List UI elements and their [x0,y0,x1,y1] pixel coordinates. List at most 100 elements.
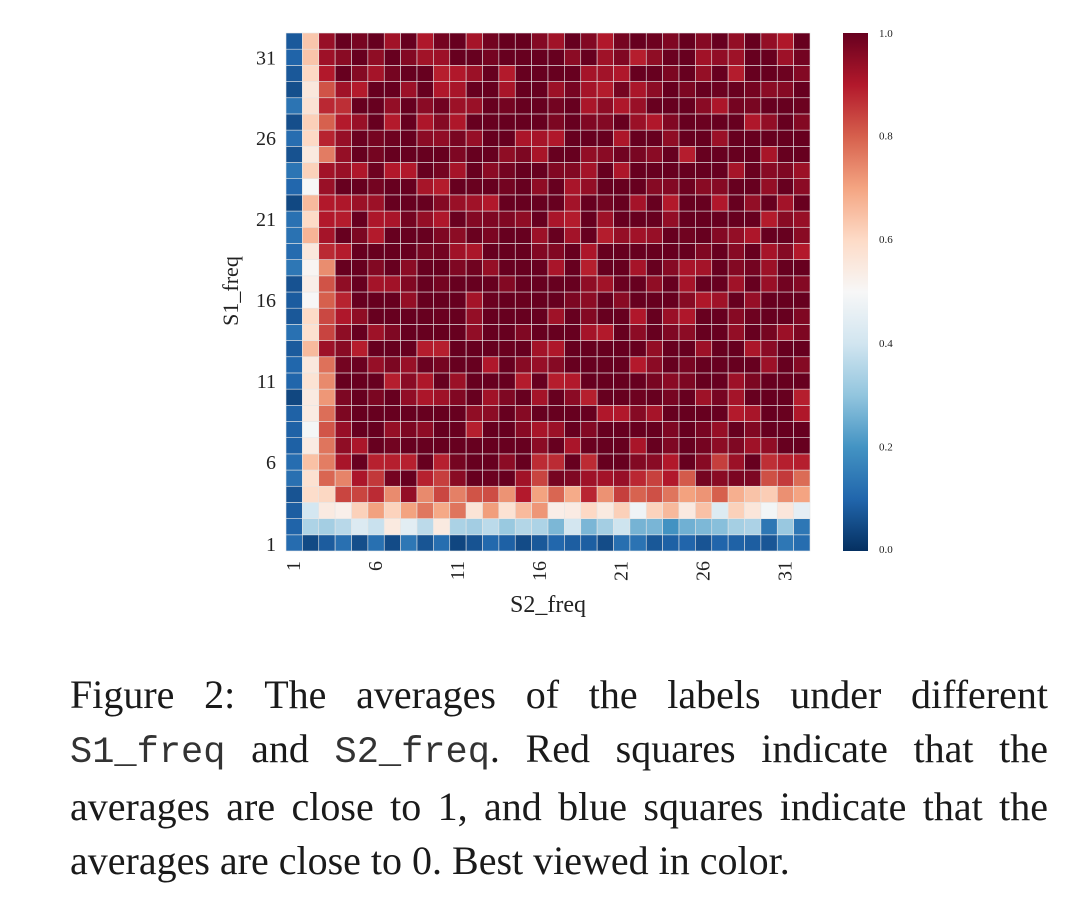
caption-code-s2: S2_freq [334,732,490,774]
heatmap-cell [318,340,336,358]
heatmap-cell [564,421,582,438]
heatmap-cell [613,307,631,325]
heatmap-cell [744,291,762,309]
heatmap-cell [285,291,303,309]
heatmap-cell [613,65,631,82]
heatmap-cell [793,453,811,471]
heatmap-cell [776,178,794,196]
heatmap-cell [334,356,352,374]
heatmap-cell [662,340,680,358]
heatmap-cell [760,291,778,309]
heatmap-cell [302,437,320,455]
heatmap-cell [367,32,385,50]
heatmap-cell [711,291,729,309]
heatmap-cell [302,113,320,131]
heatmap-cell [776,437,794,455]
heatmap-cell [400,129,418,147]
heatmap-cell [514,421,532,438]
caption-prefix: Figure 2: The averages of the labels und… [70,672,1048,717]
x-tick-label: 11 [447,561,469,580]
heatmap-cell [351,113,369,131]
heatmap-cell [318,453,336,471]
heatmap-cell [760,243,778,260]
heatmap-cell [596,210,614,228]
heatmap-cell [318,405,336,422]
heatmap-cell [678,485,696,503]
heatmap-cell [645,291,663,309]
heatmap-cell [449,340,467,358]
heatmap-cell [351,421,369,438]
heatmap-cell [662,502,680,519]
heatmap-cell [383,162,401,179]
heatmap-cell [695,340,713,358]
heatmap-cell [776,129,794,147]
heatmap-cell [416,97,434,115]
heatmap-cell [645,372,663,390]
heatmap-cell [580,372,598,390]
heatmap-cell [760,324,778,341]
heatmap-cell [302,469,320,487]
heatmap-cell [793,388,811,406]
heatmap-cell [449,421,467,438]
heatmap-cell [629,194,647,212]
heatmap-cell [302,162,320,179]
heatmap-cell [334,97,352,115]
heatmap-cell [711,437,729,455]
heatmap-cell [449,275,467,293]
heatmap-cell [383,243,401,260]
heatmap-cell [285,259,303,277]
heatmap-cell [351,146,369,163]
heatmap-cell [285,307,303,325]
heatmap-cell [383,65,401,82]
heatmap-cell [547,324,565,341]
heatmap-cell [695,65,713,82]
heatmap-cell [465,32,483,50]
heatmap-cell [793,48,811,66]
heatmap-cell [613,32,631,50]
heatmap-cell [351,405,369,422]
heatmap-cell [416,48,434,66]
heatmap-cell [482,453,500,471]
heatmap-cell [531,307,549,325]
heatmap-cell [400,194,418,212]
heatmap-cell [547,146,565,163]
heatmap-cell [662,65,680,82]
heatmap-cell [465,146,483,163]
heatmap-cell [547,129,565,147]
heatmap-cell [564,518,582,536]
x-axis-label: S2_freq [510,592,586,618]
heatmap-cell [482,291,500,309]
heatmap-cell [433,129,451,147]
heatmap-cell [547,453,565,471]
heatmap-cell [400,226,418,244]
heatmap-cell [482,324,500,341]
heatmap-cell [285,405,303,422]
heatmap-cell [645,113,663,131]
heatmap-cell [482,518,500,536]
heatmap-cell [727,502,745,519]
heatmap-cell [793,32,811,50]
heatmap-cell [695,243,713,260]
heatmap-cell [596,518,614,536]
heatmap-cell [449,32,467,50]
heatmap-cell [547,356,565,374]
heatmap-cell [547,502,565,519]
heatmap-cell [613,291,631,309]
heatmap-cell [498,485,516,503]
heatmap-cell [351,65,369,82]
heatmap-cell [580,453,598,471]
heatmap-cell [449,113,467,131]
heatmap-cell [351,502,369,519]
heatmap-cell [498,291,516,309]
heatmap-cell [760,194,778,212]
heatmap-cell [695,307,713,325]
heatmap-cell [449,162,467,179]
heatmap-cell [302,146,320,163]
heatmap-cell [465,388,483,406]
heatmap-cell [678,291,696,309]
heatmap-cell [334,226,352,244]
heatmap-cell [727,178,745,196]
heatmap-cell [776,291,794,309]
heatmap-cell [334,48,352,66]
heatmap-cell [334,129,352,147]
